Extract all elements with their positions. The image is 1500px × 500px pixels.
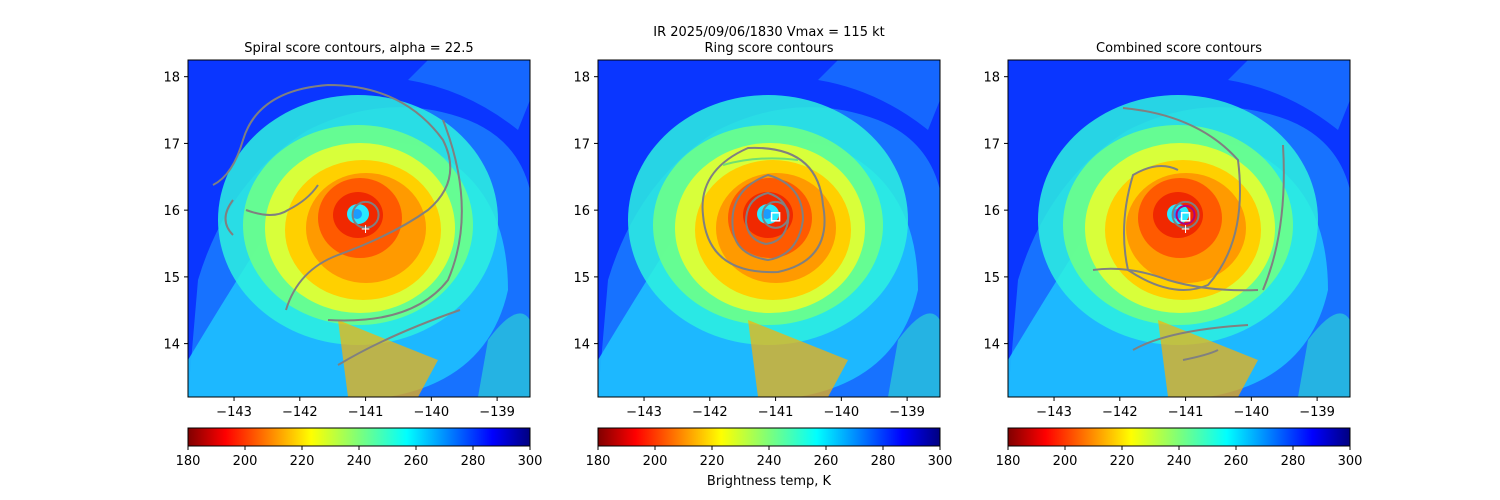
contour-line xyxy=(245,184,319,216)
colorbar: 180 200 220 240 260 280 300 xyxy=(586,427,953,469)
x-tick-label: −141 xyxy=(1168,405,1204,420)
square-marker xyxy=(1180,212,1191,222)
colorbar-label: Brightness temp, K xyxy=(707,474,832,489)
colorbar-tick-label: 240 xyxy=(1167,454,1192,469)
score-contours xyxy=(212,83,463,366)
colorbar-tick-label: 300 xyxy=(1338,454,1363,469)
x-tick-label: −139 xyxy=(479,405,515,420)
y-tick-label: 18 xyxy=(573,71,590,86)
x-tick-label: −143 xyxy=(1036,405,1072,420)
colorbar: 180 200 220 240 260 280 300 xyxy=(176,427,543,469)
y-tick-label: 17 xyxy=(573,137,590,152)
panel-title: Combined score contours xyxy=(1096,41,1262,56)
colorbar-tick-label: 300 xyxy=(518,454,543,469)
score-contours xyxy=(1092,107,1285,361)
x-tick-label: −142 xyxy=(692,405,728,420)
y-tick-label: 15 xyxy=(163,271,180,286)
colorbar-tick-label: 200 xyxy=(643,454,668,469)
colorbar-tick-label: 220 xyxy=(1110,454,1135,469)
colorbar-tick-label: 220 xyxy=(700,454,725,469)
panel-3: Combined score contours + −143 −142 −141 −140… xyxy=(983,41,1362,469)
y-tick-label: 16 xyxy=(983,204,1000,219)
colorbar-tick-label: 220 xyxy=(290,454,315,469)
contour-line xyxy=(701,146,826,274)
y-tick-label: 14 xyxy=(573,338,590,353)
center-marker: + xyxy=(1181,222,1191,236)
x-tick-label: −140 xyxy=(1233,405,1269,420)
contour-line xyxy=(224,199,234,236)
y-tick-label: 17 xyxy=(983,137,1000,152)
eye-contour-inner xyxy=(1175,204,1196,225)
contour-line xyxy=(731,173,805,262)
x-tick-label: −140 xyxy=(413,405,449,420)
brightness-temp-image xyxy=(598,60,940,397)
colorbar-tick-label: 260 xyxy=(1224,454,1249,469)
colorbar-tick-label: 280 xyxy=(461,454,486,469)
x-tick-label: −142 xyxy=(1102,405,1138,420)
colorbar-tick-label: 300 xyxy=(928,454,953,469)
axes-frame xyxy=(1007,59,1351,398)
x-tick-label: −142 xyxy=(282,405,318,420)
colorbar-tick-label: 200 xyxy=(1053,454,1078,469)
x-tick-label: −141 xyxy=(348,405,384,420)
colorbar: 180 200 220 240 260 280 300 xyxy=(996,427,1363,469)
contour-line xyxy=(722,157,799,166)
panel-1: Spiral score contours, alpha = 22.5 + −143… xyxy=(163,41,542,469)
axes-frame xyxy=(597,59,941,398)
x-tick-label: −141 xyxy=(758,405,794,420)
colorbar-tick-label: 200 xyxy=(233,454,258,469)
panel-title: Ring score contours xyxy=(704,41,833,56)
colorbar-tick-label: 240 xyxy=(757,454,782,469)
eye-contour xyxy=(351,200,380,229)
y-tick-label: 18 xyxy=(163,71,180,86)
eye-contour xyxy=(761,200,790,229)
brightness-temp-image xyxy=(188,60,530,397)
y-tick-label: 15 xyxy=(573,271,590,286)
contour-line xyxy=(1262,144,1285,291)
x-tick-label: −139 xyxy=(889,405,925,420)
x-tick-label: −139 xyxy=(1299,405,1335,420)
brightness-temp-image xyxy=(1008,60,1350,397)
y-tick-label: 17 xyxy=(163,137,180,152)
contour-line xyxy=(1132,324,1249,351)
contour-line xyxy=(1122,107,1241,291)
colorbar-tick-label: 240 xyxy=(347,454,372,469)
panel-2: Ring score contours −143 −142 −141 −140 −139 1… xyxy=(573,41,952,469)
colorbar-tick-label: 180 xyxy=(176,454,201,469)
colorbar-tick-label: 280 xyxy=(871,454,896,469)
colorbar-tick-label: 180 xyxy=(996,454,1021,469)
x-tick-label: −143 xyxy=(216,405,252,420)
colorbar-tick-label: 260 xyxy=(404,454,429,469)
suptitle: IR 2025/09/06/1830 Vmax = 115 kt xyxy=(653,25,884,40)
score-contours xyxy=(701,146,826,274)
contour-line xyxy=(212,83,452,311)
colorbar-tick-label: 180 xyxy=(586,454,611,469)
colorbar-tick-label: 280 xyxy=(1281,454,1306,469)
panel-title: Spiral score contours, alpha = 22.5 xyxy=(244,41,473,56)
x-tick-label: −140 xyxy=(823,405,859,420)
y-tick-label: 16 xyxy=(163,204,180,219)
contour-line xyxy=(1182,349,1219,361)
colorbar-gradient xyxy=(187,427,531,447)
contour-line xyxy=(1092,267,1259,292)
eye-contour xyxy=(1171,200,1200,229)
contour-line xyxy=(744,191,790,246)
contour-line xyxy=(337,309,461,366)
y-tick-label: 14 xyxy=(983,338,1000,353)
y-tick-label: 15 xyxy=(983,271,1000,286)
y-tick-label: 18 xyxy=(983,71,1000,86)
y-tick-label: 16 xyxy=(573,204,590,219)
colorbar-tick-label: 260 xyxy=(814,454,839,469)
x-tick-label: −143 xyxy=(626,405,662,420)
contour-line xyxy=(327,119,463,322)
colorbar-gradient xyxy=(1007,427,1351,447)
center-marker: + xyxy=(361,222,371,236)
square-marker xyxy=(770,212,781,222)
colorbar-gradient xyxy=(597,427,941,447)
y-tick-label: 14 xyxy=(163,338,180,353)
axes-frame xyxy=(187,59,531,398)
